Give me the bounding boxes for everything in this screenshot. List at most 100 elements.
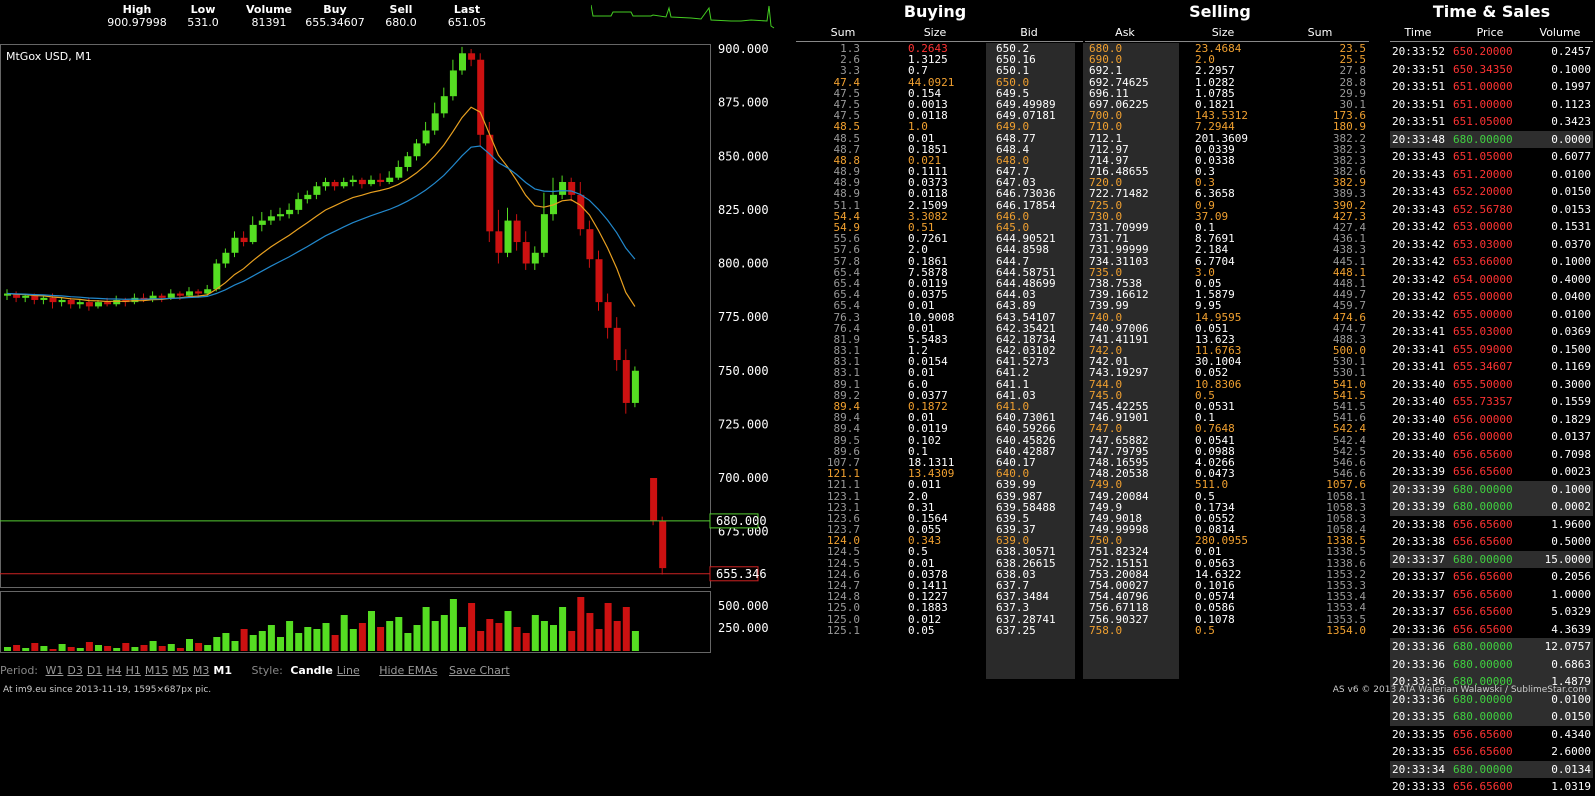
ask-row[interactable]: 739.16612 1.5879 449.7 xyxy=(1085,289,1370,300)
ask-row[interactable]: 756.67118 0.0586 1353.4 xyxy=(1085,602,1370,613)
bid-row[interactable]: 47.5 0.0013 649.49989 xyxy=(800,99,1083,110)
ask-row[interactable]: 741.41191 13.623 488.3 xyxy=(1085,334,1370,345)
ask-row[interactable]: 697.06225 0.1821 30.1 xyxy=(1085,99,1370,110)
period-d3[interactable]: D3 xyxy=(67,664,83,677)
period-m15[interactable]: M15 xyxy=(144,664,169,677)
price-chart[interactable]: 900.000 875.000 850.000 825.000 800.000 775.0… xyxy=(0,44,780,660)
ask-row[interactable]: 712.97 0.0339 382.3 xyxy=(1085,143,1370,154)
ask-row[interactable]: 758.0 0.5 1354.0 xyxy=(1085,625,1370,636)
ask-row[interactable]: 734.31103 6.7704 445.1 xyxy=(1085,255,1370,266)
bid-row[interactable]: 83.1 0.01 641.2 xyxy=(800,367,1083,378)
period-m5[interactable]: M5 xyxy=(172,664,189,677)
ask-row[interactable]: 712.1 201.3609 382.2 xyxy=(1085,132,1370,143)
ask-row[interactable]: 692.74625 1.0282 28.8 xyxy=(1085,76,1370,87)
period-h4[interactable]: H4 xyxy=(106,664,122,677)
period-h1[interactable]: H1 xyxy=(125,664,141,677)
bid-row[interactable]: 89.4 0.0119 640.59266 xyxy=(800,423,1083,434)
bid-row[interactable]: 65.4 0.01 643.89 xyxy=(800,300,1083,311)
ask-row[interactable]: 751.82324 0.01 1338.5 xyxy=(1085,546,1370,557)
bid-row[interactable]: 124.5 0.01 638.26615 xyxy=(800,557,1083,568)
ask-row[interactable]: 752.15151 0.0563 1338.6 xyxy=(1085,557,1370,568)
bid-row[interactable]: 1.3 0.2643 650.2 xyxy=(800,43,1083,54)
bid-row[interactable]: 48.5 1.0 649.0 xyxy=(800,121,1083,132)
ask-row[interactable]: 754.40796 0.0574 1353.4 xyxy=(1085,591,1370,602)
bid-row[interactable]: 57.6 2.0 644.8598 xyxy=(800,244,1083,255)
ask-row[interactable]: 749.0 511.0 1057.6 xyxy=(1085,479,1370,490)
ask-row[interactable]: 725.0 0.9 390.2 xyxy=(1085,199,1370,210)
bid-row[interactable]: 107.7 18.1311 640.17 xyxy=(800,457,1083,468)
bid-row[interactable]: 47.5 0.154 649.5 xyxy=(800,88,1083,99)
bid-row[interactable]: 89.4 0.1872 641.0 xyxy=(800,401,1083,412)
bid-row[interactable]: 48.9 0.0118 646.73036 xyxy=(800,188,1083,199)
bid-row[interactable]: 89.1 6.0 641.1 xyxy=(800,378,1083,389)
bid-row[interactable]: 51.1 2.1509 646.17854 xyxy=(800,199,1083,210)
ask-row[interactable]: 710.0 7.2944 180.9 xyxy=(1085,121,1370,132)
ask-row[interactable]: 731.70999 0.1 427.4 xyxy=(1085,222,1370,233)
period-d1[interactable]: D1 xyxy=(86,664,103,677)
ask-row[interactable]: 716.48655 0.3 382.6 xyxy=(1085,166,1370,177)
ask-row[interactable]: 742.01 30.1004 530.1 xyxy=(1085,356,1370,367)
bid-row[interactable]: 121.1 0.011 639.99 xyxy=(800,479,1083,490)
ask-row[interactable]: 690.0 2.0 25.5 xyxy=(1085,54,1370,65)
bid-row[interactable]: 65.4 0.0375 644.03 xyxy=(800,289,1083,300)
ask-row[interactable]: 748.16595 4.0266 546.6 xyxy=(1085,457,1370,468)
bid-row[interactable]: 89.5 0.102 640.45826 xyxy=(800,434,1083,445)
ask-row[interactable]: 696.11 1.0785 29.9 xyxy=(1085,88,1370,99)
ask-row[interactable]: 745.42255 0.0531 541.5 xyxy=(1085,401,1370,412)
bid-row[interactable]: 48.9 0.0373 647.03 xyxy=(800,177,1083,188)
bid-row[interactable]: 57.8 0.1861 644.7 xyxy=(800,255,1083,266)
bid-row[interactable]: 54.9 0.51 645.0 xyxy=(800,222,1083,233)
bid-row[interactable]: 89.6 0.1 640.42887 xyxy=(800,446,1083,457)
bid-row[interactable]: 48.9 0.1111 647.7 xyxy=(800,166,1083,177)
chart-canvas[interactable]: 900.000 875.000 850.000 825.000 800.000 775.0… xyxy=(0,44,780,660)
bid-row[interactable]: 89.2 0.0377 641.03 xyxy=(800,390,1083,401)
bid-row[interactable]: 47.5 0.0118 649.07181 xyxy=(800,110,1083,121)
ask-row[interactable]: 747.65882 0.0541 542.4 xyxy=(1085,434,1370,445)
bid-row[interactable]: 76.4 0.01 642.35421 xyxy=(800,322,1083,333)
bid-row[interactable]: 3.3 0.7 650.1 xyxy=(800,65,1083,76)
ask-row[interactable]: 753.20084 14.6322 1353.2 xyxy=(1085,569,1370,580)
bid-row[interactable]: 65.4 0.0119 644.48699 xyxy=(800,278,1083,289)
bid-row[interactable]: 125.1 0.05 637.25 xyxy=(800,625,1083,636)
hide-emas-button[interactable]: Hide EMAs xyxy=(379,664,438,677)
bid-row[interactable]: 121.1 13.4309 640.0 xyxy=(800,468,1083,479)
bid-row[interactable]: 123.6 0.1564 639.5 xyxy=(800,513,1083,524)
ask-row[interactable]: 742.0 11.6763 500.0 xyxy=(1085,345,1370,356)
bid-row[interactable]: 2.6 1.3125 650.16 xyxy=(800,54,1083,65)
ask-row[interactable]: 747.79795 0.0988 542.5 xyxy=(1085,446,1370,457)
style-line[interactable]: Line xyxy=(336,664,360,677)
bid-row[interactable]: 76.3 10.9008 643.54107 xyxy=(800,311,1083,322)
period-w1[interactable]: W1 xyxy=(45,664,64,677)
bid-row[interactable]: 83.1 0.0154 641.5273 xyxy=(800,356,1083,367)
ask-row[interactable]: 749.99998 0.0814 1058.4 xyxy=(1085,524,1370,535)
ask-row[interactable]: 747.0 0.7648 542.4 xyxy=(1085,423,1370,434)
bid-row[interactable]: 125.0 0.012 637.28741 xyxy=(800,613,1083,624)
bid-row[interactable]: 81.9 5.5483 642.18734 xyxy=(800,334,1083,345)
bid-row[interactable]: 89.4 0.01 640.73061 xyxy=(800,412,1083,423)
ask-row[interactable]: 731.99999 2.184 438.3 xyxy=(1085,244,1370,255)
bid-row[interactable]: 123.1 2.0 639.987 xyxy=(800,490,1083,501)
bid-row[interactable]: 48.7 0.1851 648.4 xyxy=(800,143,1083,154)
bid-row[interactable]: 83.1 1.2 642.03102 xyxy=(800,345,1083,356)
style-candle[interactable]: Candle xyxy=(290,664,333,677)
ask-row[interactable]: 749.9018 0.0552 1058.3 xyxy=(1085,513,1370,524)
ask-row[interactable]: 720.0 0.3 382.9 xyxy=(1085,177,1370,188)
ask-row[interactable]: 743.19297 0.052 530.1 xyxy=(1085,367,1370,378)
ask-row[interactable]: 680.0 23.4684 23.5 xyxy=(1085,43,1370,54)
bid-row[interactable]: 124.0 0.343 639.0 xyxy=(800,535,1083,546)
bid-row[interactable]: 123.1 0.31 639.58488 xyxy=(800,501,1083,512)
bid-row[interactable]: 123.7 0.055 639.37 xyxy=(800,524,1083,535)
ask-row[interactable]: 744.0 10.8306 541.0 xyxy=(1085,378,1370,389)
ask-row[interactable]: 730.0 37.09 427.3 xyxy=(1085,211,1370,222)
ask-row[interactable]: 739.99 9.95 459.7 xyxy=(1085,300,1370,311)
ask-row[interactable]: 738.7538 0.05 448.1 xyxy=(1085,278,1370,289)
save-chart-button[interactable]: Save Chart xyxy=(449,664,510,677)
period-m1[interactable]: M1 xyxy=(213,664,232,677)
ask-row[interactable]: 722.71482 6.3658 389.3 xyxy=(1085,188,1370,199)
ask-row[interactable]: 745.0 0.5 541.5 xyxy=(1085,390,1370,401)
bid-row[interactable]: 124.6 0.0378 638.03 xyxy=(800,569,1083,580)
bid-row[interactable]: 47.4 44.0921 650.0 xyxy=(800,76,1083,87)
ask-row[interactable]: 692.1 2.2957 27.8 xyxy=(1085,65,1370,76)
ask-row[interactable]: 740.97006 0.051 474.7 xyxy=(1085,322,1370,333)
ask-row[interactable]: 749.20084 0.5 1058.1 xyxy=(1085,490,1370,501)
